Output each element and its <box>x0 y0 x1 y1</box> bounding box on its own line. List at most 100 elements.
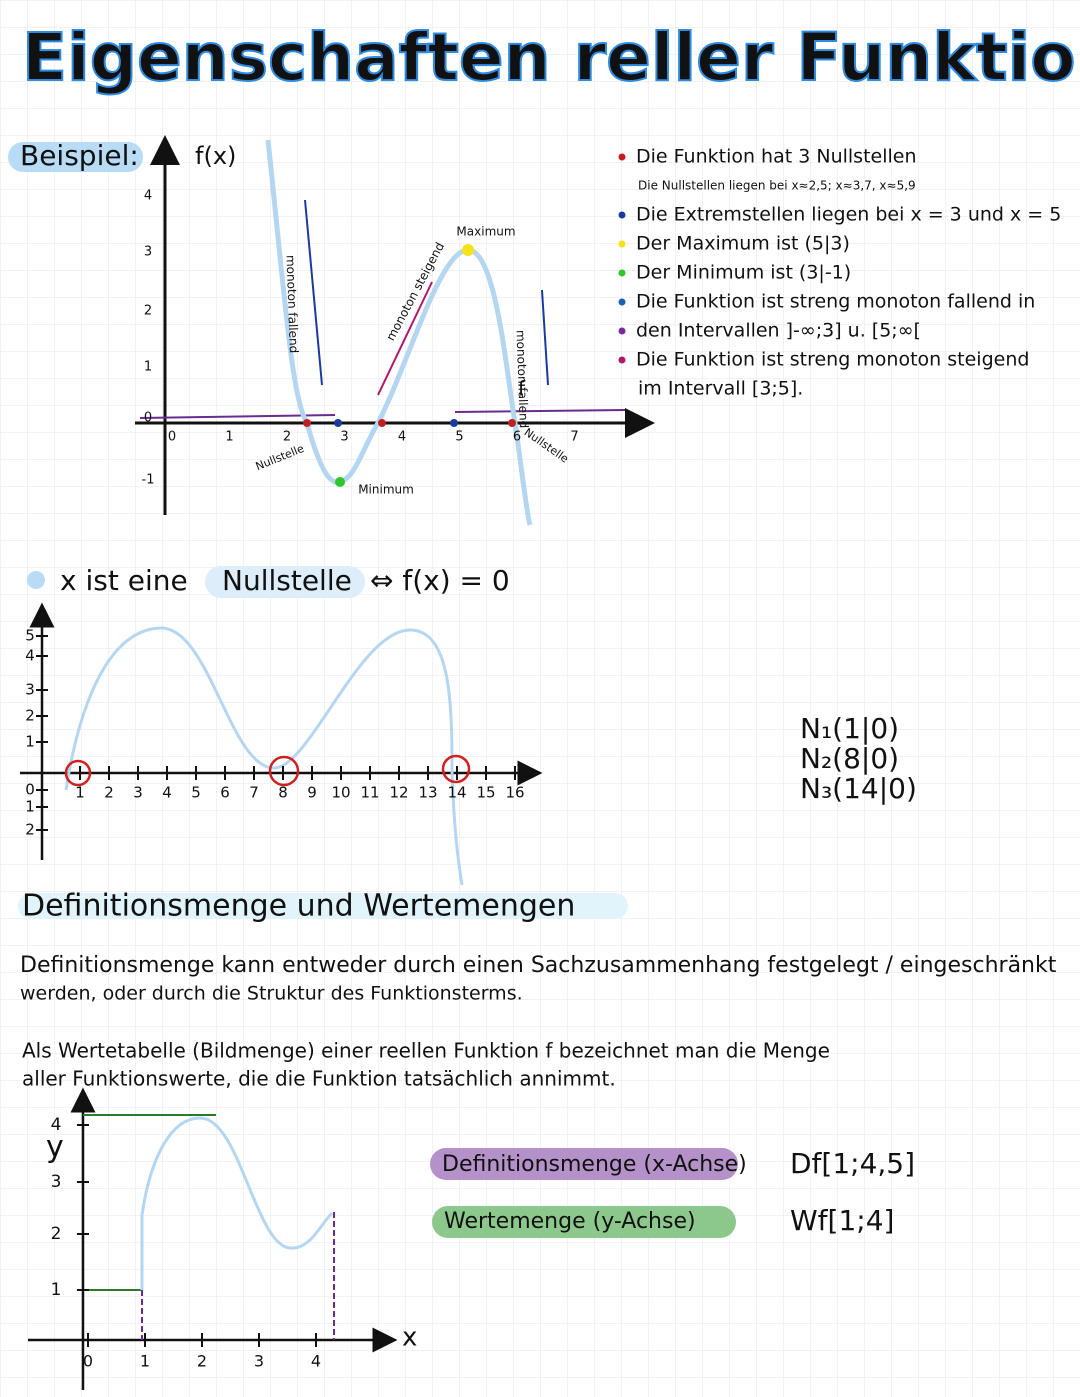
y-tick-label: 4 <box>144 189 152 204</box>
y-tick-label: 1 <box>25 798 35 816</box>
highlight <box>205 566 365 598</box>
x-tick-label: 8 <box>278 784 288 802</box>
note: Der Maximum ist (5|3) <box>636 233 850 255</box>
x-tick-label: 1 <box>225 430 233 445</box>
highlight <box>8 142 143 172</box>
bullet <box>618 211 626 219</box>
zero-point: N₁(1|0) <box>800 712 899 745</box>
x-tick-label: 4 <box>311 1352 321 1371</box>
note: Der Minimum ist (3|-1) <box>636 262 851 284</box>
y-tick-label: 4 <box>25 647 35 665</box>
x-tick-label: 6 <box>513 430 521 445</box>
paragraphs: Definitionsmenge kann entweder durch ein… <box>20 953 1057 1091</box>
curve <box>140 1116 334 1290</box>
pill <box>432 1206 736 1238</box>
zero-term: Nullstelle <box>222 564 352 597</box>
x-tick-label: 15 <box>476 784 495 802</box>
note: Die Funktion ist streng monoton fallend … <box>636 291 1035 313</box>
range-value: Wf[1;4] <box>790 1204 894 1237</box>
annotation: f <box>518 377 526 401</box>
range-label: Wertemenge (y-Achse) <box>444 1209 696 1234</box>
x-tick-label: 16 <box>505 784 524 802</box>
paragraph-line: Definitionsmenge kann entweder durch ein… <box>20 953 1057 978</box>
zero-points: N₁(1|0)N₂(8|0)N₃(14|0) <box>800 712 917 805</box>
pill <box>430 1148 738 1180</box>
y-tick-label: 2 <box>144 304 152 319</box>
example-label: Beispiel: <box>20 139 139 172</box>
point <box>450 419 458 427</box>
x-tick-label: 6 <box>220 784 230 802</box>
x-tick-label: 3 <box>340 430 348 445</box>
x-tick-label: 0 <box>83 1352 93 1371</box>
paragraph-line: werden, oder durch die Struktur des Funk… <box>20 983 523 1005</box>
x-tick-label: 11 <box>360 784 379 802</box>
zero-suffix: ⇔ f(x) = 0 <box>370 564 510 597</box>
bullet <box>618 356 626 364</box>
x-tick-label: 7 <box>249 784 259 802</box>
point <box>462 244 474 256</box>
x-tick-label: 10 <box>331 784 350 802</box>
x-tick-label: 4 <box>398 430 406 445</box>
note: Die Funktion hat 3 Nullstellen <box>636 146 917 168</box>
x-tick-label: 3 <box>254 1352 264 1371</box>
annotation: Minimum <box>358 483 414 497</box>
curve <box>265 139 533 526</box>
x-tick-label: 1 <box>75 784 85 802</box>
y-tick-label: 1 <box>51 1280 62 1300</box>
title: Eigenschaften reller Funktionen <box>22 19 1080 96</box>
heading: Definitionsmenge und Wertemengen <box>22 889 575 924</box>
point <box>508 419 516 427</box>
x-tick-label: 2 <box>283 430 291 445</box>
note: Die Extremstellen liegen bei x = 3 und x… <box>636 204 1061 226</box>
zero-marker <box>441 754 471 784</box>
zero-prefix: x ist eine <box>60 564 188 597</box>
x-tick-label: 9 <box>307 784 317 802</box>
x-tick-label: 2 <box>197 1352 207 1371</box>
note: Die Funktion ist streng monoton steigend <box>636 349 1029 371</box>
paragraph-line: aller Funktionswerte, die die Funktion t… <box>22 1067 616 1091</box>
point <box>334 419 342 427</box>
curve <box>64 626 464 886</box>
y-tick-label: 0 <box>25 781 35 799</box>
x-tick-label: 0 <box>168 430 176 445</box>
annotation: monoton fallend <box>514 330 531 429</box>
x-tick-label: 5 <box>455 430 463 445</box>
note: Die Nullstellen liegen bei x≈2,5; x≈3,7,… <box>638 179 916 193</box>
note: im Intervall [3;5]. <box>638 378 803 400</box>
x-tick-label: 14 <box>447 784 466 802</box>
zero-point: N₃(14|0) <box>800 772 917 805</box>
y-tick-label: -1 <box>142 473 155 488</box>
y-tick-label: 3 <box>51 1172 62 1192</box>
bullet <box>27 571 45 589</box>
y-tick-label: 4 <box>51 1115 62 1135</box>
y-tick-label: 1 <box>144 360 152 375</box>
x-tick-label: 3 <box>133 784 143 802</box>
y-tick-label: 3 <box>25 681 35 699</box>
notes: Die Funktion hat 3 Nullstellen Die Nullst… <box>618 146 1061 400</box>
annotation: Maximum <box>456 225 515 239</box>
zero-point: N₂(8|0) <box>800 742 899 775</box>
annotation: monoton fallend <box>284 255 301 354</box>
x-tick-label: 5 <box>191 784 201 802</box>
definition-value: Df[1;4,5] <box>790 1147 915 1180</box>
note: den Intervallen ]-∞;3] u. [5;∞[ <box>636 320 921 342</box>
x-tick-label: 13 <box>418 784 437 802</box>
arrow <box>377 281 433 396</box>
y-tick-label: 3 <box>144 245 152 260</box>
y-tick-label: 2 <box>25 821 35 839</box>
y-tick-label: 2 <box>51 1224 62 1244</box>
arrow <box>304 199 323 386</box>
zero-marker <box>64 759 92 787</box>
x-tick-label: 4 <box>162 784 172 802</box>
bullet <box>618 327 626 335</box>
arrow <box>541 289 549 386</box>
point <box>378 419 386 427</box>
line <box>454 409 626 413</box>
bullet <box>618 269 626 277</box>
definition-label: Definitionsmenge (x-Achse) <box>442 1152 747 1177</box>
bullet <box>618 298 626 306</box>
y-tick-label: 2 <box>25 707 35 725</box>
point <box>303 419 311 427</box>
y-tick-label: 5 <box>25 627 35 645</box>
